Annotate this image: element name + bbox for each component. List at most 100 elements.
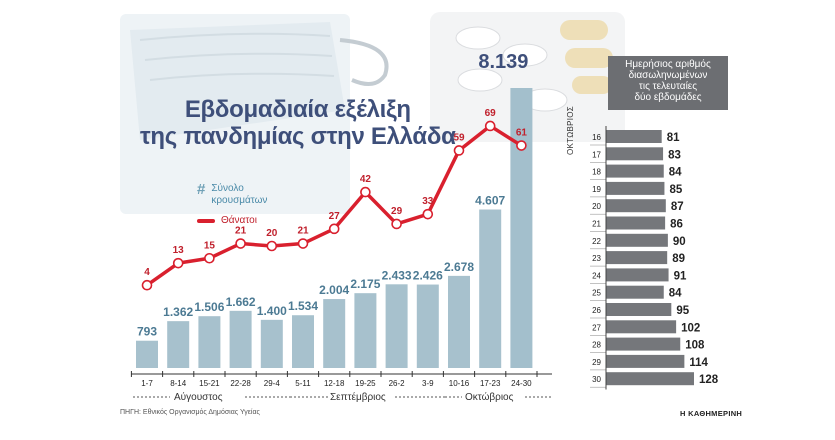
bar-cases-19-25 xyxy=(354,293,377,368)
deaths-label-26-2: 29 xyxy=(391,206,403,217)
x-tick-15-21: 15-21 xyxy=(199,379,220,388)
right-panel-title: Ημερήσιος αριθμός διασωληνωμένων τις τελ… xyxy=(608,56,728,110)
month-label-oct: Οκτώβριος xyxy=(465,392,514,403)
legend-deaths-label: Θάνατοι xyxy=(221,215,257,226)
deaths-point-12-18 xyxy=(328,223,340,235)
intubated-bar-24 xyxy=(606,268,669,282)
intubated-value-30: 128 xyxy=(699,374,719,386)
deaths-point-8-14 xyxy=(172,257,184,269)
intubated-value-19: 85 xyxy=(669,184,682,196)
legend-cases-label-2: κρουσμάτων xyxy=(211,195,268,206)
intubated-day-21: 21 xyxy=(592,220,601,229)
x-tick-8-14: 8-14 xyxy=(170,379,187,388)
legend-deaths-line-icon xyxy=(197,219,215,223)
intubated-value-28: 108 xyxy=(685,340,705,352)
bar-label-29-4: 1.400 xyxy=(257,304,287,318)
intubated-day-19: 19 xyxy=(592,185,601,194)
right-month-label: ΟΚΤΩΒΡΙΟΣ xyxy=(566,105,575,155)
month-label-sep: Σεπτέμβριος xyxy=(330,392,386,403)
intubated-bar-30 xyxy=(606,372,694,386)
bar-label-10-16: 2.678 xyxy=(444,260,474,274)
deaths-point-1-7 xyxy=(141,279,153,291)
x-tick-19-25: 19-25 xyxy=(355,379,376,388)
intubated-value-22: 90 xyxy=(673,236,686,248)
bar-cases-15-21 xyxy=(198,316,221,368)
bar-label-17-23: 4.607 xyxy=(475,194,505,208)
deaths-point-3-9 xyxy=(422,208,434,220)
x-tick-24-30: 24-30 xyxy=(511,379,532,388)
intubated-value-23: 89 xyxy=(672,253,685,265)
legend: # Σύνολο κρουσμάτων Θάνατοι xyxy=(197,181,268,227)
intubated-value-20: 87 xyxy=(671,201,684,213)
intubated-chart: 16 81 17 83 18 84 19 85 20 87 21 86 22 90 23 89 24 91 25 84… xyxy=(590,126,719,390)
deaths-label-10-16: 59 xyxy=(453,132,465,143)
deaths-label-15-21: 15 xyxy=(204,240,216,251)
deaths-point-17-23 xyxy=(484,120,496,132)
intubated-bar-16 xyxy=(606,130,662,143)
publisher-brand: Η ΚΑΘΗΜΕΡΙΝΗ xyxy=(680,409,743,418)
legend-item-cases: # Σύνολο κρουσμάτων xyxy=(197,181,268,207)
legend-cases-symbol: # xyxy=(197,181,206,198)
bar-cases-3-9 xyxy=(416,284,439,368)
x-tick-3-9: 3-9 xyxy=(422,379,434,388)
x-tick-12-18: 12-18 xyxy=(324,379,345,388)
bar-cases-29-4 xyxy=(260,319,283,368)
intubated-day-18: 18 xyxy=(592,168,601,177)
right-title-line-1: Ημερήσιος αριθμός xyxy=(625,59,711,70)
intubated-value-27: 102 xyxy=(681,322,700,334)
intubated-bar-25 xyxy=(606,285,664,299)
deaths-point-10-16 xyxy=(453,145,465,156)
bar-label-26-2: 2.433 xyxy=(382,268,412,282)
bar-cases-24-30 xyxy=(510,88,533,368)
deaths-label-29-4: 20 xyxy=(266,228,278,239)
legend-cases-label-1: Σύνολο xyxy=(211,183,244,194)
intubated-bar-26 xyxy=(606,303,672,316)
intubated-value-26: 95 xyxy=(676,305,689,317)
x-tick-22-28: 22-28 xyxy=(230,379,251,388)
intubated-day-30: 30 xyxy=(592,375,601,384)
bar-label-8-14: 1.362 xyxy=(163,305,193,319)
bar-label-15-21: 1.506 xyxy=(194,300,224,314)
intubated-day-17: 17 xyxy=(592,150,601,159)
deaths-point-15-21 xyxy=(204,252,215,264)
deaths-label-5-11: 21 xyxy=(297,226,309,237)
x-tick-17-23: 17-23 xyxy=(480,379,501,388)
intubated-value-24: 91 xyxy=(674,270,687,282)
intubated-bar-18 xyxy=(606,164,664,178)
x-tick-29-4: 29-4 xyxy=(264,379,281,388)
right-title-line-3: τις τελευταίες xyxy=(638,81,698,92)
bar-label-24-30: 8.139 xyxy=(478,51,528,73)
intubated-day-25: 25 xyxy=(592,289,601,298)
intubated-bar-20 xyxy=(606,199,666,213)
intubated-day-27: 27 xyxy=(592,323,601,332)
bar-label-22-28: 1.662 xyxy=(226,295,256,309)
deaths-point-22-28 xyxy=(235,238,246,249)
intubated-day-16: 16 xyxy=(592,133,601,142)
bar-cases-8-14 xyxy=(167,321,190,368)
deaths-label-3-9: 33 xyxy=(422,196,434,207)
intubated-day-23: 23 xyxy=(592,254,601,263)
deaths-label-24-30: 61 xyxy=(516,128,528,139)
right-title-line-4: δύο εβδομάδες xyxy=(634,92,702,103)
deaths-label-19-25: 42 xyxy=(360,174,372,185)
intubated-day-20: 20 xyxy=(592,202,601,211)
decorative-photo xyxy=(120,12,625,214)
deaths-point-26-2 xyxy=(391,218,402,230)
intubated-bar-21 xyxy=(606,216,666,230)
right-title-line-2: διασωληνωμένων xyxy=(628,70,708,81)
weekly-chart: 793 1-7 1.362 8-14 1.506 15-21 1.662 22-28 1.400… xyxy=(130,51,552,398)
intubated-value-25: 84 xyxy=(669,288,682,300)
bar-cases-17-23 xyxy=(479,209,502,368)
deaths-point-5-11 xyxy=(297,238,309,249)
deaths-label-22-28: 21 xyxy=(235,226,247,237)
intubated-bar-27 xyxy=(606,320,677,334)
intubated-bar-22 xyxy=(606,233,668,247)
x-tick-26-2: 26-2 xyxy=(389,379,406,388)
bar-label-1-7: 793 xyxy=(137,325,157,339)
bar-cases-12-18 xyxy=(323,299,346,368)
x-tick-10-16: 10-16 xyxy=(449,379,470,388)
intubated-day-29: 29 xyxy=(592,358,601,367)
intubated-bar-28 xyxy=(606,337,681,351)
deaths-label-1-7: 4 xyxy=(144,267,150,278)
